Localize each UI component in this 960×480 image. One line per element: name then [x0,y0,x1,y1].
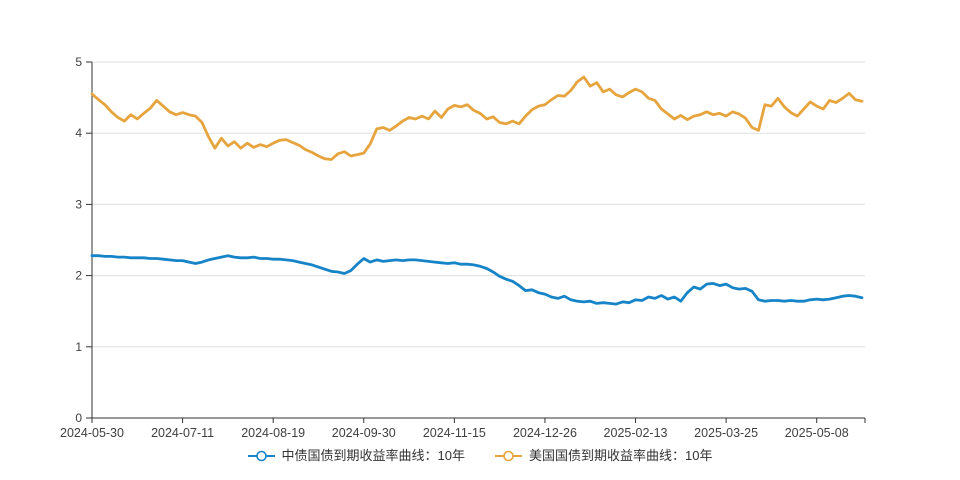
legend-line-circle-icon-us [495,450,522,462]
x-axis-tick-label: 2024-12-26 [513,426,577,440]
chart-legend: 中债国债到期收益率曲线：10年 美国国债到期收益率曲线：10年 [0,447,960,465]
y-axis-tick-label: 0 [75,411,82,425]
x-axis-tick-label: 2024-11-15 [423,426,486,440]
x-axis-tick-label: 2024-09-30 [332,426,396,440]
x-axis-tick-label: 2025-02-13 [604,426,668,440]
x-axis-tick-label: 2024-08-19 [241,426,305,440]
y-axis-tick-label: 3 [75,197,82,211]
y-axis-tick-label: 1 [75,340,82,354]
legend-item-us-10y[interactable]: 美国国债到期收益率曲线：10年 [495,447,712,465]
y-axis-tick-label: 2 [75,269,82,283]
x-axis-tick-label: 2025-05-08 [785,426,849,440]
x-axis-tick-label: 2025-03-25 [694,426,758,440]
x-axis-tick-label: 2024-07-11 [151,426,214,440]
legend-item-china-10y[interactable]: 中债国债到期收益率曲线：10年 [247,447,465,465]
legend-label-us-10y: 美国国债到期收益率曲线：10年 [529,448,713,463]
legend-line-circle-icon-china [247,450,275,462]
x-axis-tick-label: 2024-05-30 [60,426,124,440]
y-axis-tick-label: 4 [75,126,82,140]
series-line-us-10y [90,75,864,161]
legend-label-china-10y: 中债国债到期收益率曲线：10年 [281,448,465,463]
y-axis-tick-label: 5 [75,55,82,69]
series-line-china-10y [90,254,864,306]
